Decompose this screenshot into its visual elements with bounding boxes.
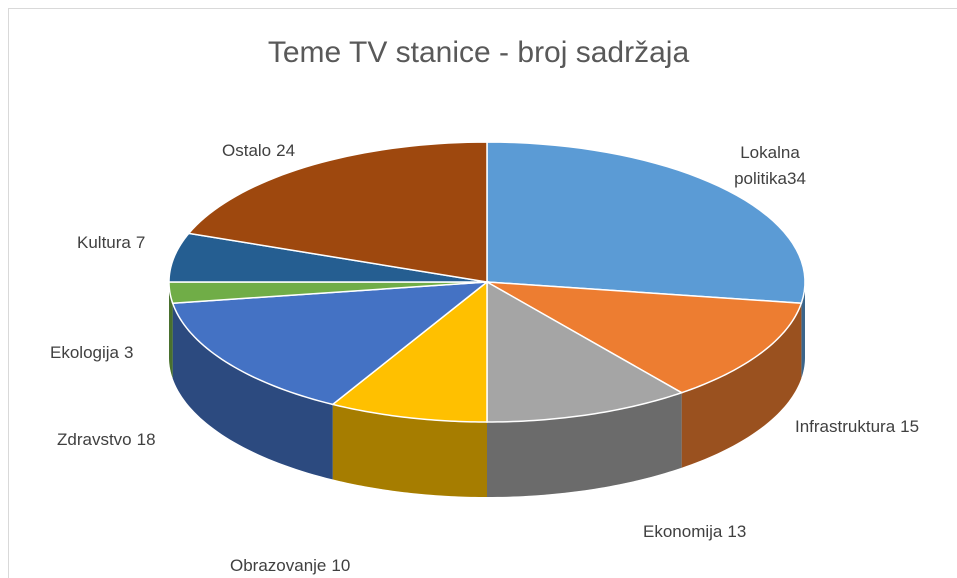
data-label: Obrazovanje 10 [230,553,350,578]
label-value: 3 [124,343,134,362]
label-category: Ekologija [50,343,119,362]
slice-side [332,404,487,497]
slice [168,232,488,283]
label-value: 34 [787,169,806,188]
slice-side [172,303,333,480]
slice-side-shade [169,282,173,379]
data-label: Lokalna politika34 [720,140,820,192]
slice-side [487,392,682,497]
slice [331,280,488,423]
label-category: Obrazovanje [230,556,327,575]
slice [168,281,488,304]
label-value: 10 [331,556,351,575]
label-value: 7 [135,233,146,252]
label-category: Lokalna politika [734,143,800,188]
data-label: Kultura 7 [77,230,145,256]
label-value: 24 [276,141,296,160]
label-category: Zdravstvo [57,430,132,449]
label-category: Ekonomija [643,522,723,541]
label-value: 15 [900,417,920,436]
chart-border [8,8,957,578]
label-category: Infrastruktura [795,417,896,436]
label-value: 18 [136,430,156,449]
label-value: 13 [727,522,747,541]
slice [486,281,803,394]
label-category: Ostalo [222,141,272,160]
slice-side-shade [172,303,333,480]
slice-side-shade [487,392,682,497]
slice [486,280,684,423]
data-label: Ostalo 24 [222,138,295,164]
slice-side [801,282,805,379]
slice-side-shade [681,303,802,468]
data-label: Ekonomija 13 [643,519,746,545]
data-label: Infrastruktura 15 [795,414,919,440]
label-category: Kultura [77,233,131,252]
chart-title: Teme TV stanice - broj sadržaja [267,36,690,69]
slice-side [681,303,802,468]
data-label: Ekologija 3 [50,340,133,366]
data-label: Zdravstvo 18 [57,427,156,453]
slice [486,141,806,304]
slice-side [169,282,173,379]
slice [171,281,490,406]
slice [187,141,488,283]
slice-side-shade [332,404,487,497]
slice-side-shade [801,282,805,379]
